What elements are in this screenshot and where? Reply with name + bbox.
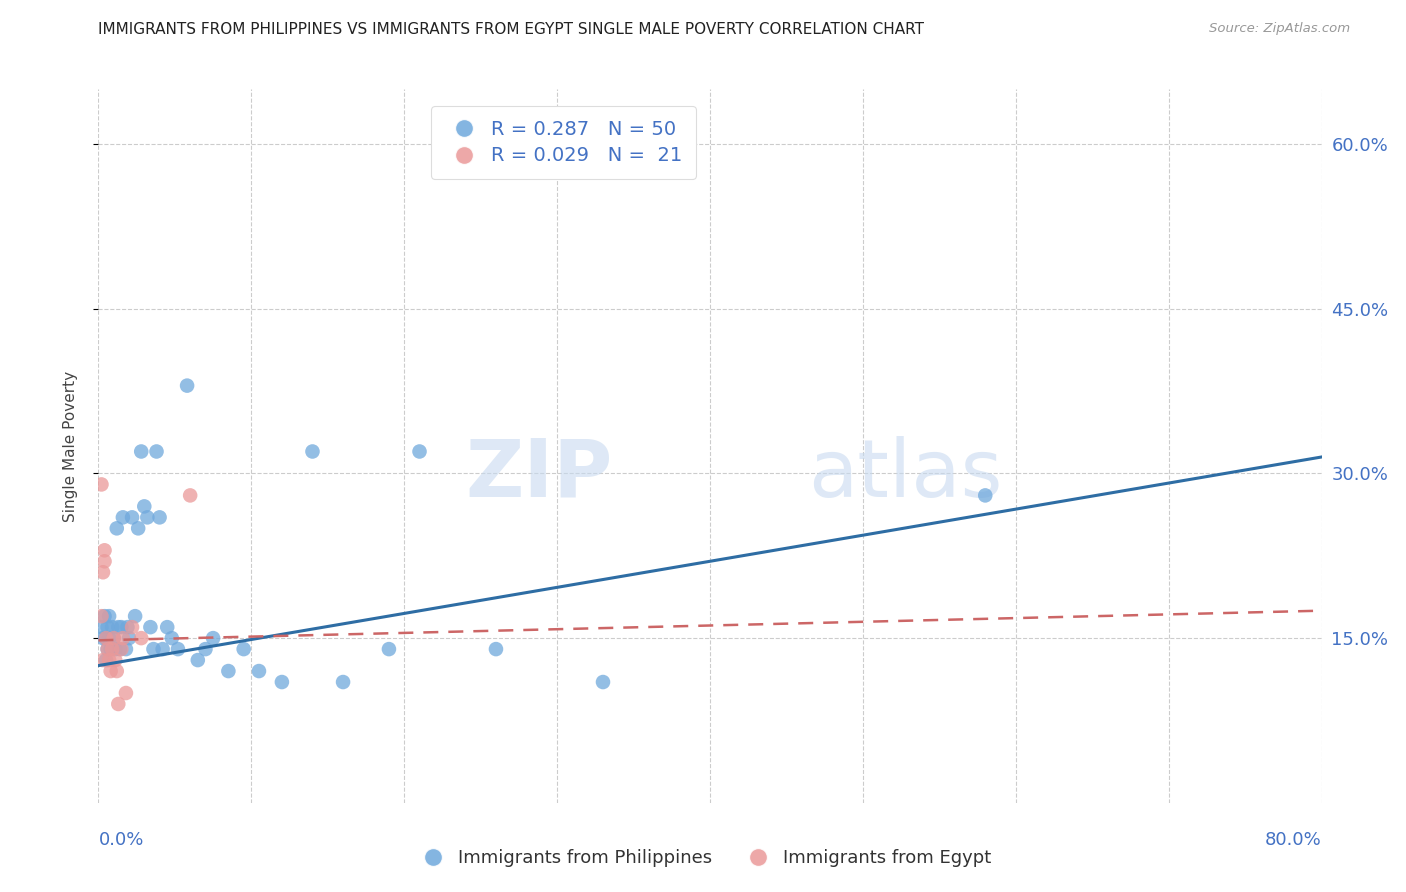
Point (124, 609, 146, 624)
Point (115, 642, 138, 657)
Point (93, 554, 115, 568)
Point (202, 631, 225, 645)
Point (108, 642, 131, 657)
Point (91, 653, 114, 667)
Point (101, 642, 124, 657)
Point (98, 609, 121, 624)
Point (408, 444, 430, 458)
Point (104, 642, 127, 657)
Point (121, 620, 143, 634)
Point (194, 642, 217, 657)
Point (90, 609, 112, 624)
Point (378, 642, 401, 657)
Point (93, 609, 115, 624)
Point (247, 664, 270, 678)
Point (270, 675, 292, 690)
Point (118, 631, 141, 645)
Point (105, 664, 128, 678)
Point (98, 631, 121, 645)
Point (97, 642, 120, 657)
Point (111, 510, 134, 524)
Point (91, 566, 114, 580)
Legend: R = 0.287   N = 50, R = 0.029   N =  21: R = 0.287 N = 50, R = 0.029 N = 21 (430, 106, 696, 179)
Point (94, 631, 117, 645)
Point (94, 631, 117, 645)
Point (136, 510, 159, 524)
Point (974, 488, 997, 502)
Point (179, 488, 201, 502)
Point (117, 620, 139, 634)
Text: Source: ZipAtlas.com: Source: ZipAtlas.com (1209, 22, 1350, 36)
Point (100, 642, 122, 657)
Point (160, 631, 183, 645)
Point (485, 642, 508, 657)
Point (217, 664, 239, 678)
Point (187, 653, 209, 667)
Text: atlas: atlas (808, 435, 1002, 514)
Point (98, 653, 121, 667)
Text: ZIP: ZIP (465, 435, 612, 514)
Point (105, 521, 128, 535)
Point (592, 675, 614, 690)
Point (332, 675, 354, 690)
Point (100, 664, 122, 678)
Point (139, 620, 162, 634)
Point (101, 620, 124, 634)
Point (103, 631, 125, 645)
Point (115, 686, 138, 700)
Text: 80.0%: 80.0% (1265, 831, 1322, 849)
Point (97, 642, 120, 657)
Point (301, 444, 323, 458)
Y-axis label: Single Male Poverty: Single Male Poverty (63, 370, 77, 522)
Point (167, 642, 190, 657)
Point (142, 642, 165, 657)
Point (156, 620, 179, 634)
Point (129, 631, 152, 645)
Point (104, 653, 127, 667)
Point (121, 510, 143, 524)
Point (176, 378, 198, 392)
Text: IMMIGRANTS FROM PHILIPPINES VS IMMIGRANTS FROM EGYPT SINGLE MALE POVERTY CORRELA: IMMIGRANTS FROM PHILIPPINES VS IMMIGRANT… (98, 22, 924, 37)
Point (90, 620, 112, 634)
Point (110, 620, 132, 634)
Point (129, 444, 152, 458)
Point (149, 510, 172, 524)
Point (152, 642, 174, 657)
Point (107, 620, 129, 634)
Point (110, 642, 132, 657)
Point (94, 653, 117, 667)
Legend: Immigrants from Philippines, Immigrants from Egypt: Immigrants from Philippines, Immigrants … (408, 842, 998, 874)
Point (134, 500, 156, 514)
Point (107, 697, 129, 711)
Point (97, 620, 120, 634)
Point (103, 631, 125, 645)
Point (232, 642, 254, 657)
Text: 0.0%: 0.0% (98, 831, 143, 849)
Point (90, 477, 112, 491)
Point (93, 543, 115, 558)
Point (145, 444, 167, 458)
Point (111, 631, 134, 645)
Point (127, 521, 149, 535)
Point (91, 631, 114, 645)
